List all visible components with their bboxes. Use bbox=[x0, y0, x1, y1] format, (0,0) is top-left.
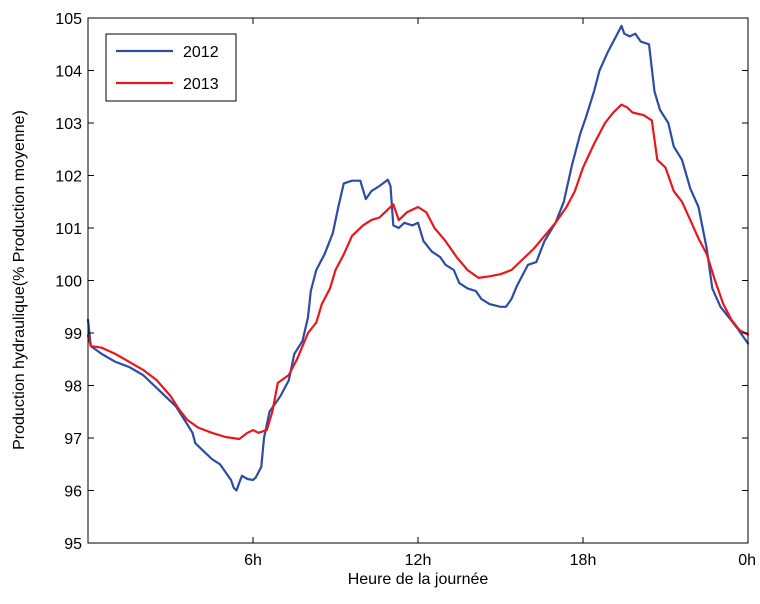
y-axis-title: Production hydraulique(% Production moye… bbox=[11, 110, 28, 450]
x-axis-ticks: 6h 12h 18h 0h bbox=[244, 18, 756, 569]
x-tick-label: 18h bbox=[570, 552, 597, 569]
legend-box bbox=[105, 33, 237, 102]
x-axis-title: Heure de la journée bbox=[348, 571, 489, 588]
y-tick-label: 95 bbox=[64, 536, 82, 553]
series-layer bbox=[86, 24, 750, 492]
y-tick-label: 105 bbox=[55, 11, 82, 28]
series-line-2013 bbox=[86, 103, 750, 441]
y-tick-label: 96 bbox=[64, 484, 82, 501]
y-tick-label: 100 bbox=[55, 274, 82, 291]
y-tick-label: 104 bbox=[55, 64, 82, 81]
y-tick-label: 98 bbox=[64, 379, 82, 396]
y-tick-label: 99 bbox=[64, 326, 82, 343]
legend: 2012 2013 bbox=[105, 33, 237, 102]
plot-background bbox=[88, 18, 748, 543]
y-tick-label: 101 bbox=[55, 221, 82, 238]
legend-label-2013: 2013 bbox=[183, 76, 219, 93]
x-tick-label: 12h bbox=[405, 552, 432, 569]
y-tick-label: 103 bbox=[55, 116, 82, 133]
x-tick-label: 6h bbox=[244, 552, 262, 569]
y-tick-label: 97 bbox=[64, 431, 82, 448]
y-tick-label: 102 bbox=[55, 169, 82, 186]
series-line-2012 bbox=[86, 24, 750, 492]
legend-label-2012: 2012 bbox=[183, 44, 219, 61]
x-tick-label: 0h bbox=[738, 552, 756, 569]
y-axis-ticks: 95 96 97 98 99 100 101 102 103 104 105 bbox=[55, 11, 748, 553]
